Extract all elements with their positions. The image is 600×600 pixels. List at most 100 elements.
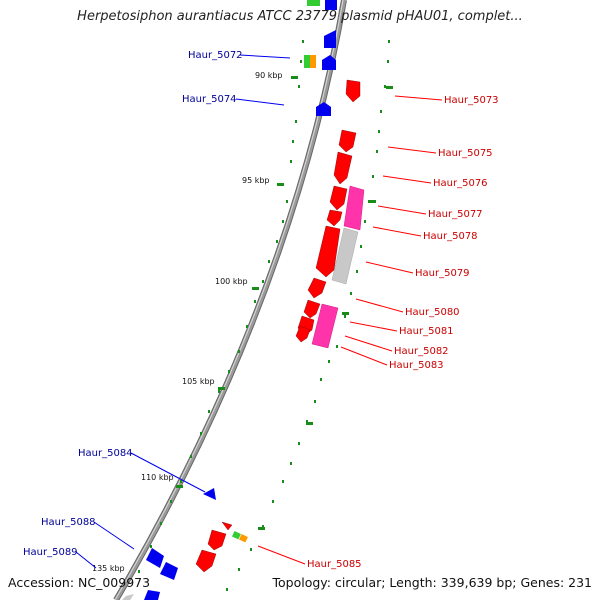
gene-label[interactable]: Haur_5075: [438, 148, 493, 159]
outer-tick-mark: [298, 442, 300, 445]
outer-tick-mark: [344, 315, 346, 318]
gene-label-leader-line: [130, 452, 206, 493]
outer-tick-mark: [272, 500, 274, 503]
gene-label-leader-line: [355, 298, 404, 313]
gene-label[interactable]: Haur_5085: [307, 559, 362, 570]
accession-text: Accession: NC_009973: [8, 575, 151, 590]
gene-label[interactable]: Haur_5089: [23, 547, 78, 558]
major-tick-mark: [386, 86, 393, 89]
outer-tick-mark: [380, 110, 382, 113]
gene-label-leader-line: [382, 175, 432, 184]
major-tick-mark: [258, 527, 265, 530]
inner-tick-mark: [276, 240, 278, 243]
inner-tick-mark: [238, 350, 240, 353]
outer-tick-mark: [320, 378, 322, 381]
outer-tick-mark: [384, 85, 386, 88]
gene-haur-5072-segment: [304, 55, 310, 68]
gene-partial-green: [307, 0, 320, 6]
gene-reverse-arrow: [324, 30, 336, 48]
gene-orange-small: [239, 534, 248, 543]
outer-tick-mark: [328, 360, 330, 363]
gene-haur-5085-arrow: [207, 529, 227, 551]
inner-tick-mark: [254, 300, 256, 303]
gene-rna-pink: [343, 185, 365, 231]
outer-tick-mark: [350, 292, 352, 295]
gene-label-leader-line: [257, 545, 306, 565]
gene-label-leader-line: [93, 521, 135, 550]
gene-haur-5089-arrow: [160, 562, 178, 580]
outer-tick-mark: [290, 462, 292, 465]
gene-label-leader-line: [75, 551, 97, 569]
gene-haur-5080b-arrow: [303, 299, 321, 319]
gene-haur-5084-arrow: [203, 488, 216, 500]
gene-pseudo-bottom: [122, 594, 134, 600]
gene-haur-5086-arrow: [195, 549, 217, 573]
inner-tick-mark: [298, 85, 300, 88]
inner-tick-mark: [160, 522, 162, 525]
outer-tick-mark: [336, 345, 338, 348]
inner-tick-mark: [218, 390, 220, 393]
inner-tick-mark: [190, 455, 192, 458]
outer-tick-mark: [387, 60, 389, 63]
gene-pseudo-gray: [331, 227, 359, 285]
gene-label[interactable]: Haur_5084: [78, 448, 133, 459]
inner-tick-mark: [262, 280, 264, 283]
gene-label[interactable]: Haur_5079: [415, 268, 470, 279]
gene-label-leader-line: [377, 205, 427, 215]
inner-tick-mark: [295, 120, 297, 123]
inner-tick-mark: [228, 370, 230, 373]
inner-tick-mark: [200, 432, 202, 435]
inner-tick-mark: [286, 200, 288, 203]
inner-tick-mark: [292, 140, 294, 143]
gene-label-leader-line: [235, 98, 285, 106]
outer-tick-mark: [388, 40, 390, 43]
gene-label[interactable]: Haur_5072: [188, 50, 243, 61]
gene-label[interactable]: Haur_5076: [433, 178, 488, 189]
gene-label[interactable]: Haur_5074: [182, 94, 237, 105]
inner-tick-mark: [268, 260, 270, 263]
backbone-arc-shadow: [113, 0, 347, 600]
gene-haur-5080-arrow: [307, 277, 327, 299]
major-tick-mark: [277, 183, 284, 186]
scale-label: 90 kbp: [255, 71, 283, 80]
gene-label-leader-line: [394, 95, 443, 101]
gene-label-leader-line: [387, 146, 437, 154]
gene-haur-5075-arrow: [338, 129, 357, 153]
gene-label[interactable]: Haur_5073: [444, 95, 499, 106]
inner-tick-mark: [170, 500, 172, 503]
gene-label[interactable]: Haur_5088: [41, 517, 96, 528]
scale-label: 135 kbp: [92, 564, 125, 573]
gene-label[interactable]: Haur_5082: [394, 346, 449, 357]
gene-haur-5072-arrow: [322, 55, 336, 70]
gene-haur-5085-small: [221, 521, 233, 531]
outer-tick-mark: [356, 270, 358, 273]
inner-tick-mark: [290, 160, 292, 163]
inner-tick-mark: [302, 40, 304, 43]
gene-label-leader-line: [340, 346, 388, 366]
inner-tick-mark: [300, 60, 302, 63]
outer-tick-mark: [282, 480, 284, 483]
gene-label[interactable]: Haur_5080: [405, 307, 460, 318]
gene-label[interactable]: Haur_5081: [399, 326, 454, 337]
inner-tick-mark: [138, 570, 140, 573]
major-tick-mark: [369, 200, 376, 203]
major-tick-mark: [291, 76, 298, 79]
outer-tick-mark: [226, 588, 228, 591]
gene-haur-5078-arrow: [326, 209, 343, 227]
summary-text: Topology: circular; Length: 339,639 bp; …: [272, 575, 593, 590]
backbone-arc: [114, 0, 346, 600]
gene-label[interactable]: Haur_5083: [389, 360, 444, 371]
inner-tick-mark: [150, 545, 152, 548]
outer-tick-mark: [314, 400, 316, 403]
gene-rna-pink: [311, 303, 339, 349]
gene-haur-5088-arrow: [146, 548, 164, 568]
gene-reverse-bottom: [144, 590, 160, 600]
gene-haur-5081b-arrow: [295, 325, 311, 343]
scale-label: 100 kbp: [215, 277, 248, 286]
gene-label[interactable]: Haur_5077: [428, 209, 483, 220]
major-tick-mark: [306, 422, 313, 425]
gene-label-leader-line: [372, 226, 422, 237]
gene-label[interactable]: Haur_5078: [423, 231, 478, 242]
